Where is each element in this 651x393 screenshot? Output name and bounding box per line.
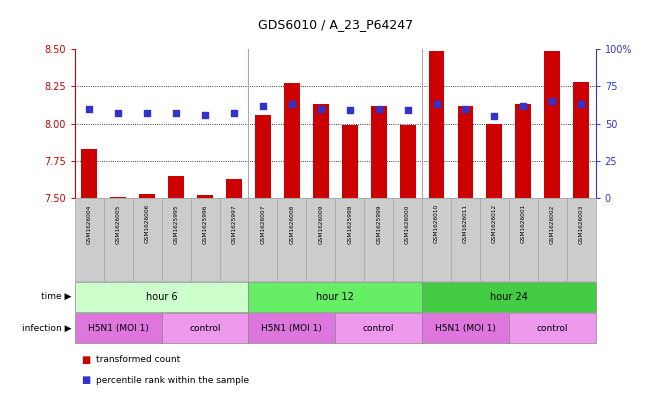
Text: GSM1625996: GSM1625996	[202, 204, 208, 244]
Text: GSM1626004: GSM1626004	[87, 204, 92, 244]
Point	[171, 110, 182, 116]
Bar	[139, 194, 155, 198]
Bar	[110, 197, 126, 198]
Bar	[393, 198, 422, 281]
Bar	[197, 195, 213, 198]
Bar	[168, 176, 184, 198]
Text: GSM1625997: GSM1625997	[232, 204, 236, 244]
Bar	[364, 198, 393, 281]
Point	[547, 98, 557, 105]
Point	[518, 103, 529, 109]
Bar	[255, 115, 271, 198]
Point	[113, 110, 124, 116]
Bar	[161, 198, 191, 281]
Text: GSM1625998: GSM1625998	[347, 204, 352, 244]
Text: GSM1626009: GSM1626009	[318, 204, 324, 244]
Bar	[428, 51, 445, 198]
Bar	[538, 198, 567, 281]
Bar	[81, 149, 97, 198]
Bar	[342, 125, 357, 198]
Point	[286, 101, 297, 108]
Text: infection ▶: infection ▶	[22, 324, 72, 332]
Text: GSM1626011: GSM1626011	[463, 204, 468, 243]
Bar	[509, 198, 538, 281]
Bar	[191, 198, 219, 281]
Point	[316, 106, 326, 112]
Text: control: control	[536, 324, 568, 332]
Text: GSM1626006: GSM1626006	[145, 204, 150, 244]
Point	[374, 106, 384, 112]
Text: percentile rank within the sample: percentile rank within the sample	[96, 376, 249, 384]
Bar	[486, 124, 503, 198]
Bar	[75, 313, 161, 343]
Bar	[422, 313, 509, 343]
Bar	[335, 313, 422, 343]
Text: control: control	[363, 324, 395, 332]
Bar	[335, 198, 364, 281]
Bar	[249, 313, 335, 343]
Bar	[161, 313, 249, 343]
Text: H5N1 (MOI 1): H5N1 (MOI 1)	[435, 324, 496, 332]
Point	[460, 106, 471, 112]
Bar	[249, 198, 277, 281]
Bar	[104, 198, 133, 281]
Text: ■: ■	[81, 375, 90, 385]
Point	[229, 110, 239, 116]
Text: control: control	[189, 324, 221, 332]
Text: GSM1625995: GSM1625995	[174, 204, 178, 244]
Bar	[277, 198, 307, 281]
Point	[142, 110, 152, 116]
Bar	[509, 313, 596, 343]
Text: hour 12: hour 12	[316, 292, 354, 302]
Bar	[451, 198, 480, 281]
Text: GSM1626008: GSM1626008	[289, 204, 294, 244]
Text: GSM1626001: GSM1626001	[521, 204, 526, 244]
Bar	[574, 82, 589, 198]
Text: GSM1626005: GSM1626005	[116, 204, 121, 244]
Bar	[307, 198, 335, 281]
Point	[84, 106, 94, 112]
Bar	[544, 51, 561, 198]
Bar	[458, 106, 473, 198]
Bar	[75, 282, 249, 312]
Text: GSM1626002: GSM1626002	[549, 204, 555, 244]
Text: GDS6010 / A_23_P64247: GDS6010 / A_23_P64247	[258, 18, 413, 31]
Bar	[249, 282, 422, 312]
Text: hour 24: hour 24	[490, 292, 528, 302]
Point	[432, 101, 442, 108]
Point	[576, 101, 587, 108]
Text: H5N1 (MOI 1): H5N1 (MOI 1)	[88, 324, 148, 332]
Point	[258, 103, 268, 109]
Bar	[219, 198, 249, 281]
Text: GSM1626007: GSM1626007	[260, 204, 266, 244]
Text: GSM1626012: GSM1626012	[492, 204, 497, 244]
Point	[489, 113, 499, 119]
Text: H5N1 (MOI 1): H5N1 (MOI 1)	[262, 324, 322, 332]
Text: GSM1626010: GSM1626010	[434, 204, 439, 244]
Text: hour 6: hour 6	[146, 292, 178, 302]
Bar	[516, 105, 531, 198]
Bar	[284, 83, 300, 198]
Bar	[567, 198, 596, 281]
Bar	[422, 198, 451, 281]
Point	[200, 112, 210, 118]
Bar	[75, 198, 104, 281]
Point	[344, 107, 355, 114]
Bar	[133, 198, 161, 281]
Bar	[313, 105, 329, 198]
Bar	[480, 198, 509, 281]
Bar	[400, 125, 415, 198]
Point	[402, 107, 413, 114]
Bar	[422, 282, 596, 312]
Text: GSM1625999: GSM1625999	[376, 204, 381, 244]
Text: ■: ■	[81, 354, 90, 365]
Bar	[226, 179, 242, 198]
Text: time ▶: time ▶	[41, 292, 72, 301]
Text: GSM1626000: GSM1626000	[405, 204, 410, 244]
Text: transformed count: transformed count	[96, 355, 180, 364]
Bar	[370, 106, 387, 198]
Text: GSM1626003: GSM1626003	[579, 204, 584, 244]
